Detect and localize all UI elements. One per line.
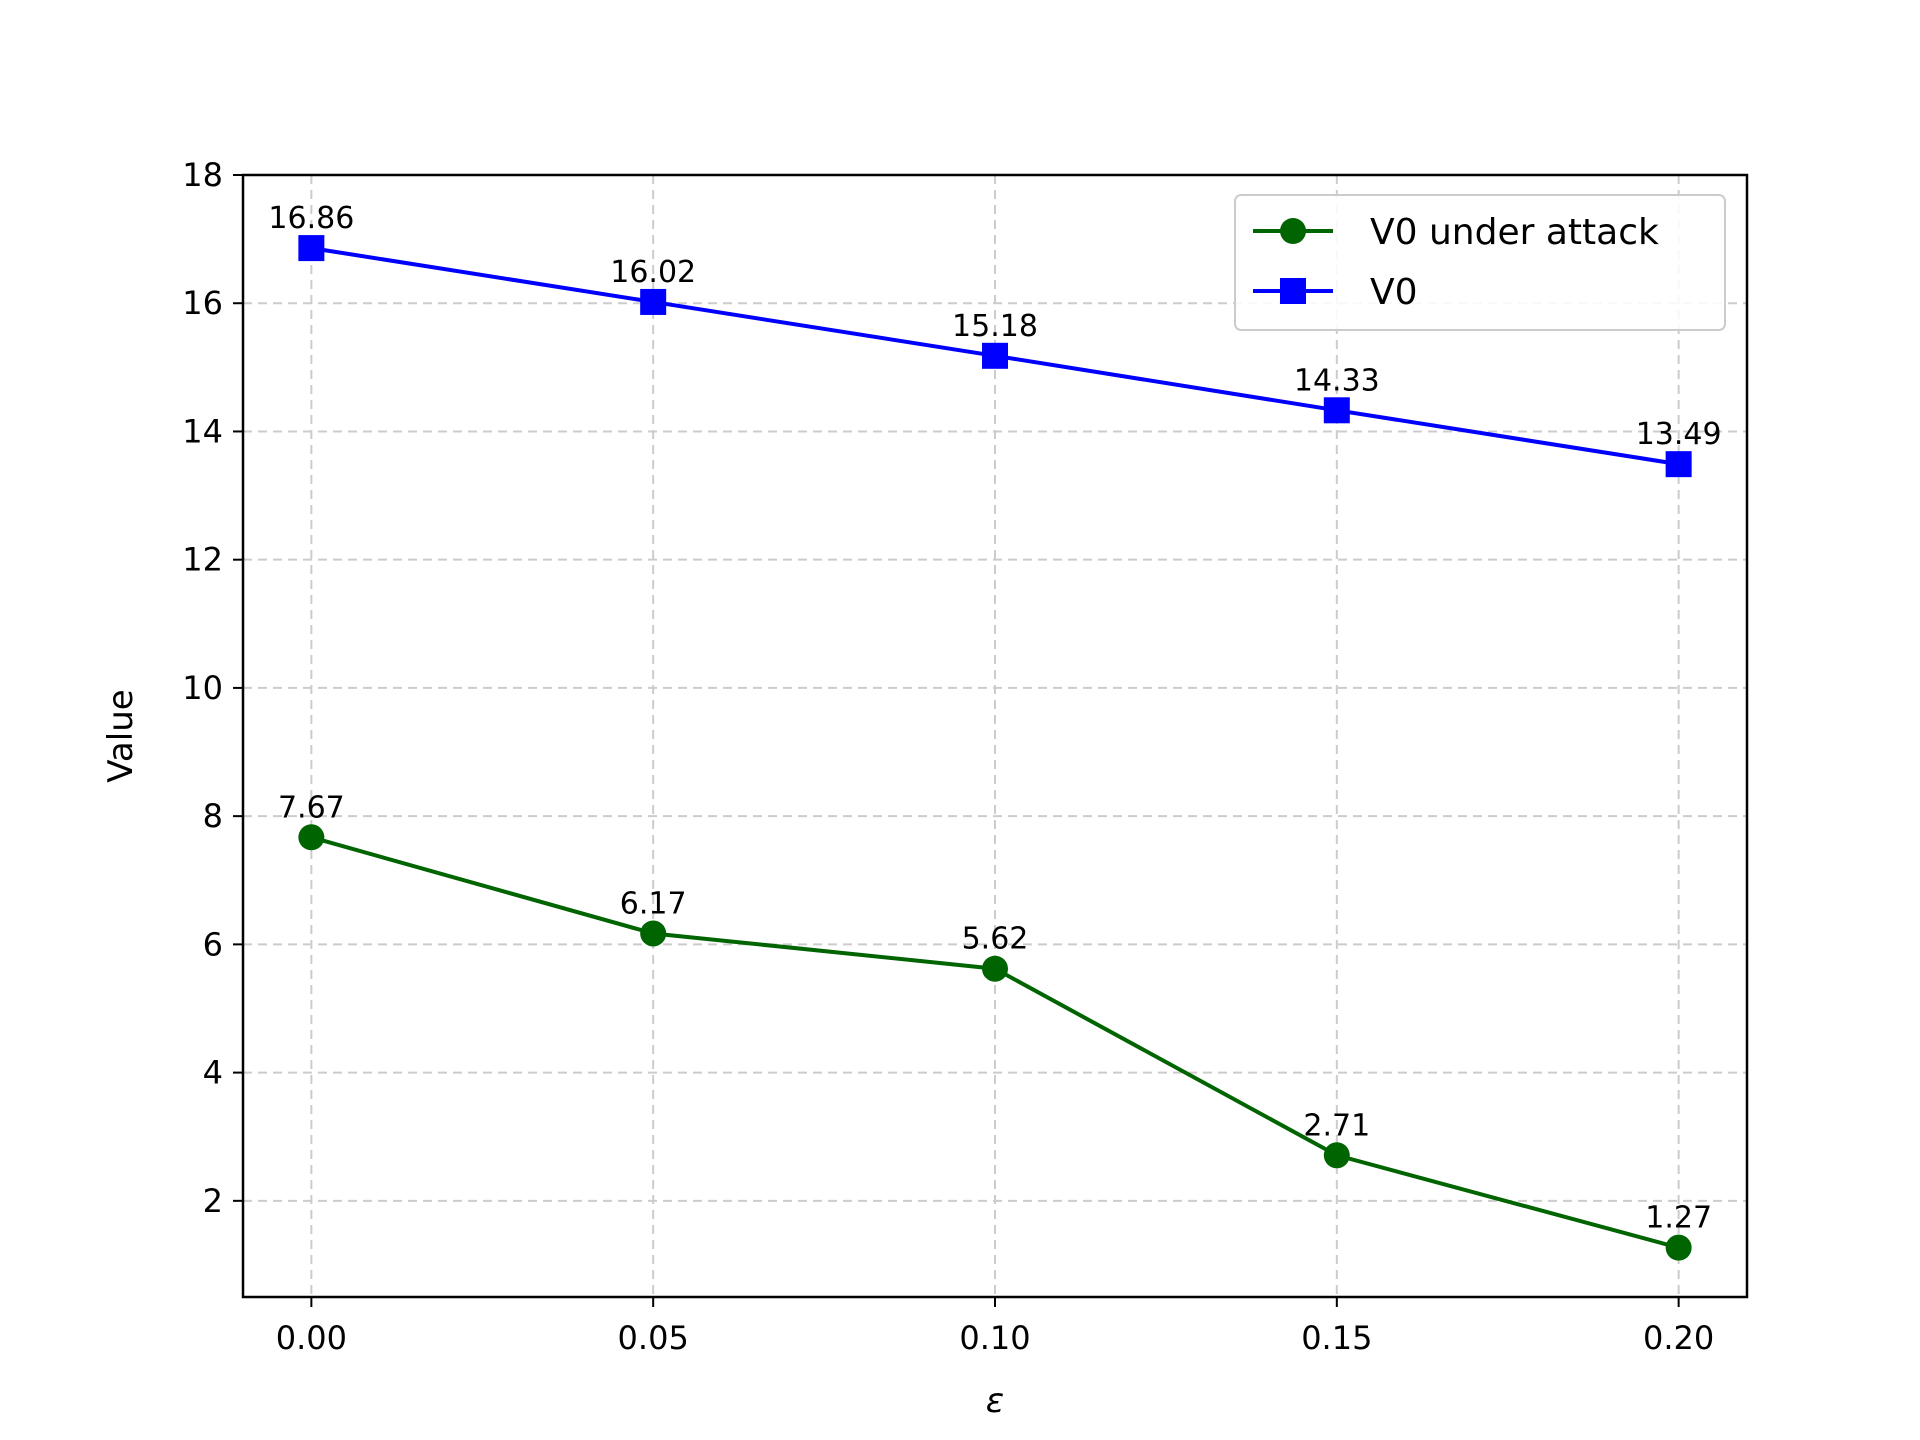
x-tick-label: 0.10: [959, 1319, 1030, 1357]
y-tick-label: 18: [182, 156, 223, 194]
x-tick-label: 0.00: [276, 1319, 347, 1357]
legend-label: V0: [1370, 272, 1418, 313]
y-tick-label: 2: [203, 1182, 223, 1220]
axis-ticks: 0.00 0.05 0.10 0.15 0.20 2 4 6 8 10 12 14 16 18: [182, 156, 1714, 1357]
x-tick-label: 0.15: [1301, 1319, 1372, 1357]
series-v0: 16.86 16.02 15.18 14.33 13.49: [268, 201, 1722, 478]
data-label: 14.33: [1294, 363, 1380, 398]
y-tick-label: 12: [182, 541, 223, 579]
legend: V0 under attack V0: [1234, 194, 1726, 331]
data-point: [982, 955, 1008, 982]
y-tick-label: 16: [182, 284, 223, 322]
legend-label: V0 under attack: [1370, 212, 1659, 253]
data-point: [1323, 1142, 1350, 1169]
x-axis-title: ε: [986, 1381, 1004, 1421]
data-label: 15.18: [952, 309, 1038, 344]
data-label: 5.62: [962, 922, 1029, 957]
data-label: 7.67: [278, 790, 345, 825]
y-tick-label: 10: [182, 669, 223, 707]
data-point: [298, 824, 325, 851]
data-label: 6.17: [620, 886, 687, 921]
legend-item: V0: [1253, 272, 1418, 313]
data-point: [298, 235, 325, 262]
legend-marker: [1280, 278, 1306, 304]
data-point: [1665, 1234, 1692, 1261]
y-tick-label: 6: [203, 925, 223, 963]
y-tick-label: 4: [203, 1054, 223, 1092]
series-layer: 7.67 6.17 5.62 2.71 1.27 16.86 16.02 15.18 14.33…: [268, 201, 1722, 1261]
x-tick-label: 0.05: [618, 1319, 689, 1357]
data-label: 16.02: [610, 255, 696, 290]
data-point: [1665, 451, 1692, 478]
data-label: 13.49: [1636, 417, 1722, 452]
y-tick-label: 14: [182, 412, 223, 450]
legend-box: [1234, 194, 1726, 331]
data-point: [982, 342, 1008, 369]
data-label: 16.86: [268, 201, 354, 236]
data-label: 2.71: [1303, 1108, 1370, 1143]
data-point: [640, 288, 667, 315]
y-axis-title: Value: [101, 689, 141, 782]
legend-marker: [1280, 218, 1306, 244]
y-tick-label: 8: [203, 797, 223, 835]
series-v0-under-attack: 7.67 6.17 5.62 2.71 1.27: [278, 790, 1712, 1261]
legend-item: V0 under attack: [1253, 212, 1659, 253]
data-point: [640, 920, 667, 947]
x-tick-label: 0.20: [1643, 1319, 1714, 1357]
data-label: 1.27: [1645, 1201, 1712, 1236]
data-point: [1323, 397, 1350, 424]
